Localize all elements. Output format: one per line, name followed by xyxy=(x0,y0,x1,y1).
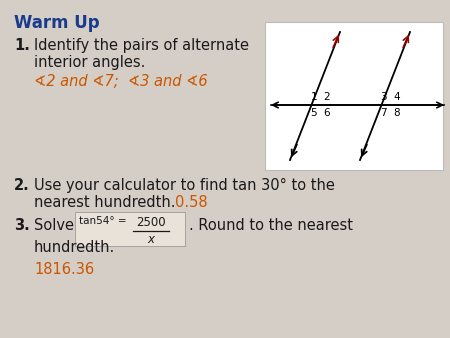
Text: 1816.36: 1816.36 xyxy=(34,262,94,277)
Text: 5: 5 xyxy=(310,108,317,118)
Text: Warm Up: Warm Up xyxy=(14,14,99,32)
Text: 6: 6 xyxy=(323,108,329,118)
Text: hundredth.: hundredth. xyxy=(34,240,115,255)
Text: nearest hundredth.: nearest hundredth. xyxy=(34,195,176,210)
Text: 1: 1 xyxy=(310,92,317,102)
Text: 3.: 3. xyxy=(14,218,30,233)
Text: tan54° =: tan54° = xyxy=(79,216,126,226)
Text: . Round to the nearest: . Round to the nearest xyxy=(189,218,353,233)
Text: x: x xyxy=(148,233,154,246)
Text: Identify the pairs of alternate: Identify the pairs of alternate xyxy=(34,38,249,53)
Text: 0.58: 0.58 xyxy=(175,195,207,210)
Bar xyxy=(75,212,185,246)
Text: 2500: 2500 xyxy=(136,216,166,229)
Text: Use your calculator to find tan 30° to the: Use your calculator to find tan 30° to t… xyxy=(34,178,335,193)
Text: interior angles.: interior angles. xyxy=(34,55,145,70)
Text: Solve: Solve xyxy=(34,218,74,233)
Text: 8: 8 xyxy=(393,108,400,118)
Text: 2: 2 xyxy=(323,92,329,102)
Text: 2.: 2. xyxy=(14,178,30,193)
Text: 4: 4 xyxy=(393,92,400,102)
Text: 3: 3 xyxy=(380,92,387,102)
Text: 7: 7 xyxy=(380,108,387,118)
Bar xyxy=(265,22,443,170)
Text: ∢2 and ∢7;  ∢3 and ∢6: ∢2 and ∢7; ∢3 and ∢6 xyxy=(34,74,207,89)
Text: 1.: 1. xyxy=(14,38,30,53)
